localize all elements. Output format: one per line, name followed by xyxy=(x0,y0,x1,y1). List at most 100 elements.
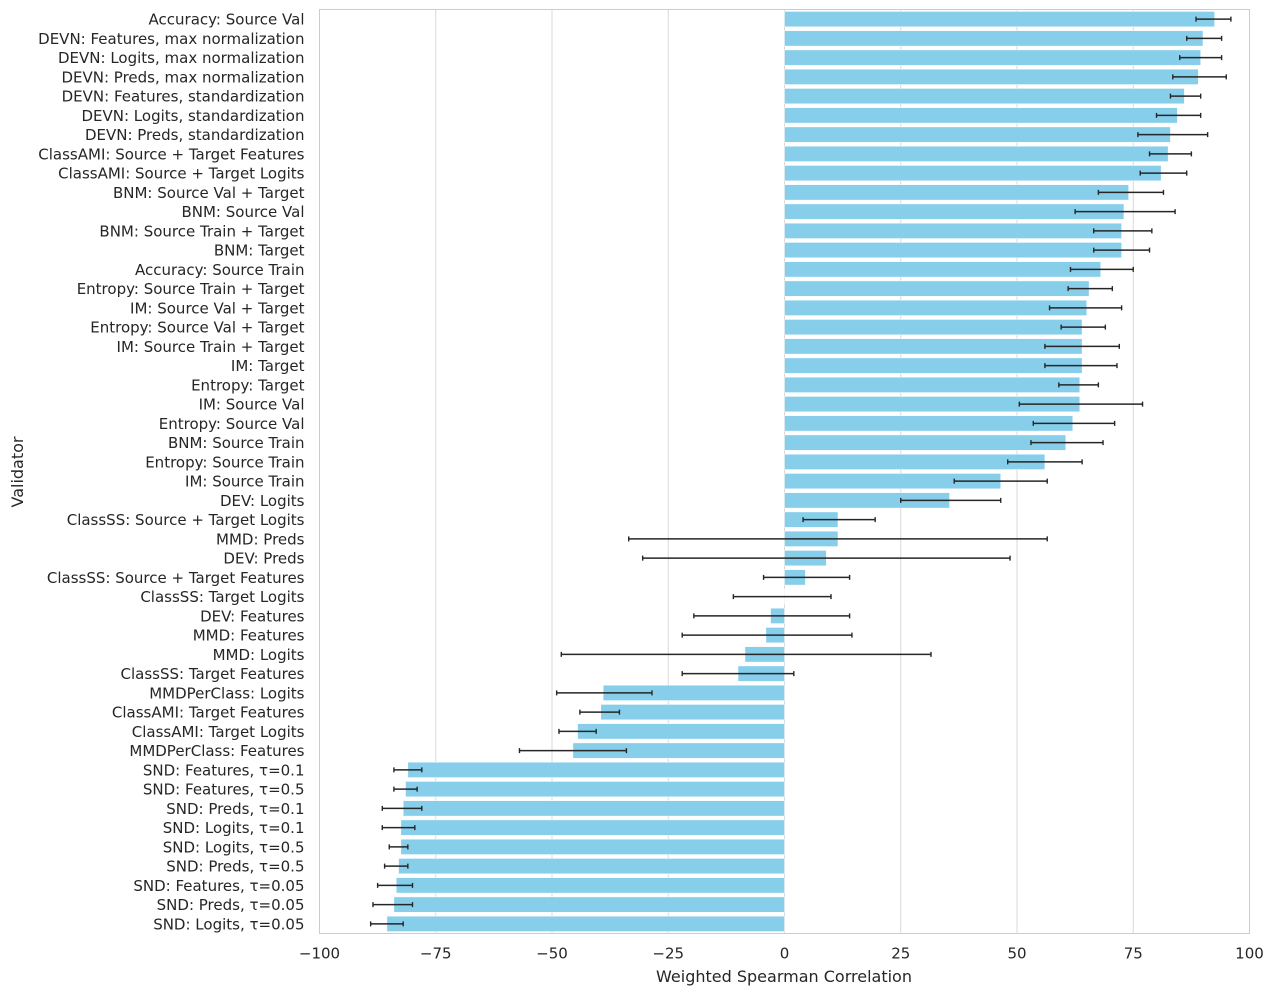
error-bar xyxy=(802,517,876,523)
y-tick-label: SND: Features, τ=0.1 xyxy=(143,761,305,779)
error-bar xyxy=(376,882,414,888)
x-tick-labels: −100 −75 −50 −25 0 25 50 75 100 xyxy=(299,945,1264,963)
error-bar xyxy=(369,921,404,927)
y-tick-label: ClassSS: Source + Target Features xyxy=(47,569,305,587)
y-tick-label: Accuracy: Source Train xyxy=(135,261,305,279)
y-tick-label: ClassSS: Source + Target Logits xyxy=(67,511,305,529)
bar xyxy=(784,49,1201,66)
y-tick-label: DEVN: Logits, standardization xyxy=(81,107,304,125)
bar xyxy=(402,800,785,817)
y-tick-label: IM: Source Val xyxy=(199,396,305,414)
error-bar xyxy=(953,478,1048,484)
y-tick-label: SND: Logits, τ=0.05 xyxy=(153,915,304,933)
error-bar xyxy=(1139,170,1188,176)
y-tick-label: Entropy: Target xyxy=(191,376,305,394)
error-bar xyxy=(1137,132,1209,138)
y-tick-label: BNM: Source Val xyxy=(181,203,304,221)
x-tick-label: −50 xyxy=(536,945,568,963)
y-tick-label: DEVN: Preds, standardization xyxy=(85,126,305,144)
bar xyxy=(784,319,1083,336)
y-tick-label: ClassAMI: Source + Target Features xyxy=(38,145,304,163)
bar xyxy=(784,222,1122,239)
error-bar xyxy=(1044,343,1121,349)
bar xyxy=(784,299,1087,316)
y-tick-label: BNM: Source Train + Target xyxy=(99,222,304,240)
y-tick-label: Entropy: Source Train + Target xyxy=(77,280,305,298)
x-tick-label: −100 xyxy=(299,945,340,963)
y-tick-label: MMDPerClass: Features xyxy=(129,742,304,760)
bar xyxy=(784,376,1081,393)
bar xyxy=(577,723,785,740)
y-tick-label: SND: Features, τ=0.5 xyxy=(143,781,305,799)
bar xyxy=(784,107,1178,124)
y-tick-label: DEVN: Logits, max normalization xyxy=(58,49,305,67)
x-gridlines xyxy=(435,9,1134,934)
y-tick-label: BNM: Source Train xyxy=(168,434,305,452)
x-axis-title: Weighted Spearman Correlation xyxy=(656,967,912,986)
y-tick-label: MMD: Preds xyxy=(216,530,305,548)
error-bar xyxy=(900,497,1002,503)
y-tick-label: IM: Source Train xyxy=(185,473,304,491)
error-bar xyxy=(1186,35,1223,41)
y-tick-label: DEVN: Features, max normalization xyxy=(38,30,304,48)
error-bar xyxy=(1148,151,1193,157)
bar xyxy=(407,761,785,778)
y-tick-label: Entropy: Source Val xyxy=(159,415,305,433)
bar xyxy=(600,704,785,721)
x-tick-label: −75 xyxy=(420,945,452,963)
bar xyxy=(784,184,1129,201)
error-bar xyxy=(762,574,851,580)
y-tick-label: SND: Logits, τ=0.5 xyxy=(163,838,305,856)
error-bar xyxy=(641,555,1011,561)
x-tick-label: 75 xyxy=(1124,945,1143,963)
error-bar xyxy=(393,786,418,792)
error-bar xyxy=(1179,55,1223,61)
bar xyxy=(405,781,785,798)
x-tick-label: −25 xyxy=(652,945,684,963)
error-bar xyxy=(1069,266,1134,272)
bar xyxy=(784,165,1162,182)
bar xyxy=(784,242,1122,259)
error-bar xyxy=(1169,93,1202,99)
error-bar xyxy=(1007,459,1083,465)
error-bar xyxy=(1067,286,1114,292)
bar xyxy=(784,261,1101,278)
error-bar xyxy=(628,536,1048,542)
error-bar xyxy=(1093,228,1153,234)
bar xyxy=(784,145,1169,162)
bar xyxy=(393,896,785,913)
y-tick-label: DEVN: Preds, max normalization xyxy=(61,68,304,86)
bar xyxy=(386,915,785,932)
y-tick-label: IM: Target xyxy=(231,357,305,375)
x-tick-label: 50 xyxy=(1007,945,1026,963)
bar xyxy=(400,819,785,836)
y-tick-label: ClassSS: Target Logits xyxy=(140,588,304,606)
x-tick-label: 100 xyxy=(1235,945,1264,963)
y-tick-label: IM: Source Train + Target xyxy=(117,338,305,356)
error-bar xyxy=(1060,324,1107,330)
error-bar xyxy=(560,651,932,657)
bar xyxy=(784,415,1074,432)
y-axis-title: Validator xyxy=(8,436,27,507)
y-tick-label: IM: Source Val + Target xyxy=(130,299,305,317)
error-bar xyxy=(1093,247,1151,253)
y-tick-label: DEVN: Features, standardization xyxy=(62,88,305,106)
bar xyxy=(784,126,1171,143)
bar xyxy=(784,203,1125,220)
bar xyxy=(784,11,1215,28)
y-tick-label: BNM: Target xyxy=(214,242,305,260)
error-bar xyxy=(393,767,423,773)
y-tick-label: Accuracy: Source Val xyxy=(149,11,305,29)
bar xyxy=(784,338,1083,355)
error-bar xyxy=(1097,189,1165,195)
y-tick-label: ClassAMI: Target Logits xyxy=(132,723,305,741)
x-tick-label: 0 xyxy=(780,945,790,963)
y-tick-label: BNM: Source Val + Target xyxy=(113,184,305,202)
y-tick-label: SND: Preds, τ=0.5 xyxy=(166,858,304,876)
y-tick-label: SND: Logits, τ=0.1 xyxy=(163,819,305,837)
bar xyxy=(784,434,1067,451)
error-bar xyxy=(1018,401,1144,407)
error-bar xyxy=(1058,382,1100,388)
